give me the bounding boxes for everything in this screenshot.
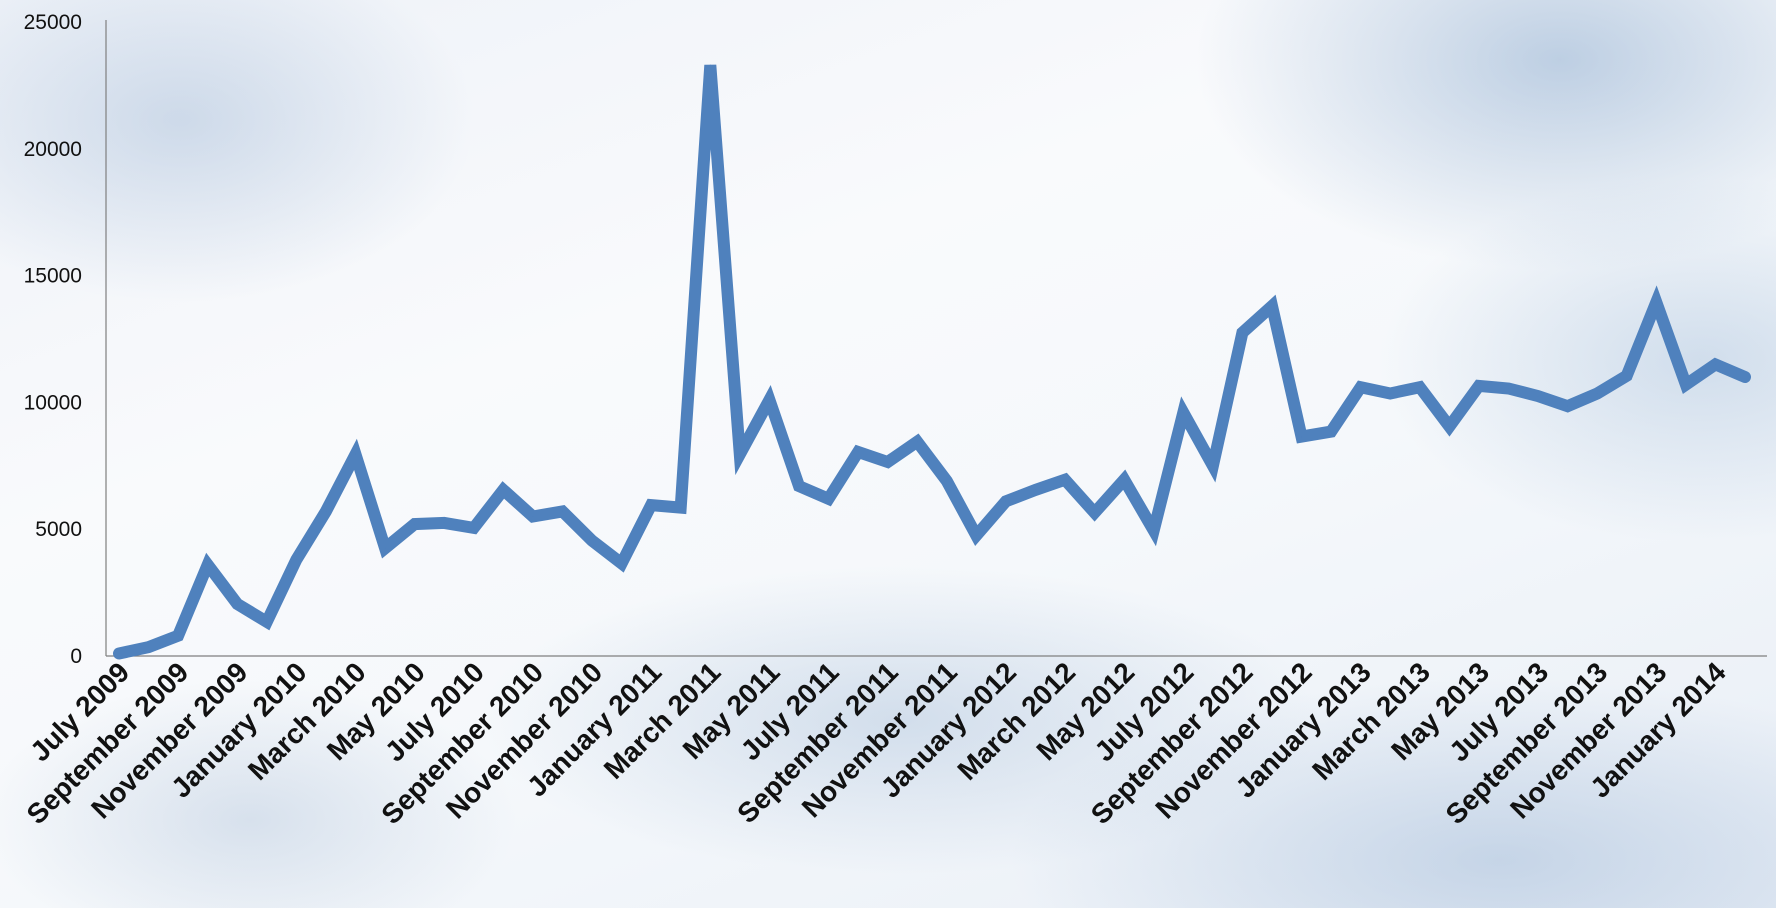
- data-point: [828, 498, 829, 500]
- data-point: [177, 635, 179, 637]
- data-point: [1123, 479, 1125, 481]
- data-point: [1064, 479, 1066, 481]
- y-tick-label: 15000: [24, 265, 82, 288]
- data-point: [1714, 363, 1716, 365]
- data-point: [1241, 332, 1243, 334]
- series-layer: [113, 64, 1751, 660]
- data-point: [1182, 412, 1184, 413]
- data-point: [1271, 305, 1273, 307]
- data-point: [1330, 431, 1332, 433]
- data-point: [887, 461, 889, 463]
- data-point: [295, 559, 297, 561]
- data-point: [355, 453, 356, 455]
- data-point: [414, 523, 416, 525]
- data-point: [1419, 386, 1421, 388]
- data-point: [502, 489, 504, 491]
- data-point: [768, 399, 770, 401]
- data-point: [532, 516, 534, 517]
- data-point: [857, 451, 859, 453]
- data-point: [1626, 375, 1628, 377]
- y-tick-label: 5000: [35, 518, 82, 541]
- data-point: [621, 562, 623, 564]
- data-point: [1389, 393, 1391, 394]
- data-point: [1744, 376, 1746, 378]
- data-point: [1508, 388, 1509, 389]
- data-point: [148, 646, 150, 648]
- y-tick-label: 25000: [24, 11, 82, 34]
- data-point: [591, 540, 593, 542]
- data-point: [236, 603, 238, 605]
- axes: [105, 20, 1767, 657]
- data-point: [946, 480, 948, 482]
- data-point: [916, 441, 918, 443]
- data-point: [1005, 500, 1007, 502]
- data-point: [1212, 465, 1214, 467]
- y-axis-ticks: 0 5000 10000 15000 20000 25000: [24, 11, 82, 668]
- data-point: [118, 653, 120, 654]
- data-point: [473, 527, 475, 529]
- data-point: [709, 64, 711, 66]
- data-point: [1301, 436, 1302, 438]
- data-point: [680, 507, 682, 509]
- data-point: [1094, 512, 1096, 514]
- y-tick-label: 0: [70, 645, 82, 668]
- data-point: [739, 453, 741, 455]
- data-point: [1153, 530, 1155, 531]
- data-point: [384, 547, 386, 549]
- data-point: [798, 485, 800, 487]
- data-point: [443, 522, 445, 524]
- data-point: [325, 510, 327, 512]
- data-point: [266, 621, 268, 623]
- data-point: [1567, 405, 1569, 407]
- data-point: [1478, 385, 1480, 387]
- series-line: [113, 64, 1751, 660]
- data-point: [1448, 426, 1450, 427]
- data-point: [1596, 393, 1598, 394]
- data-point: [562, 510, 563, 512]
- data-point: [975, 535, 977, 536]
- y-tick-label: 10000: [24, 391, 82, 414]
- data-point: [650, 504, 652, 506]
- data-point: [1537, 395, 1539, 397]
- data-point: [1360, 386, 1362, 388]
- data-point: [207, 564, 209, 566]
- data-point: [1685, 384, 1687, 386]
- data-point: [1035, 489, 1036, 491]
- data-point: [1655, 301, 1657, 303]
- y-tick-label: 20000: [24, 138, 82, 161]
